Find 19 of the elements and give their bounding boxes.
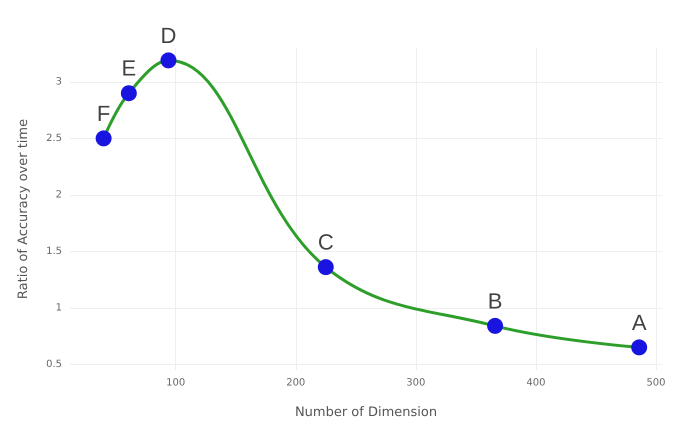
y-tick-label: 2	[56, 189, 62, 200]
y-tick-label: 3	[56, 76, 62, 88]
annotation: E	[121, 56, 136, 81]
annotation: A	[632, 310, 647, 335]
annotation: F	[96, 100, 110, 126]
annotation: C	[318, 230, 334, 255]
y-tick-label: 2.5	[46, 132, 62, 144]
x-axis-title: Number of Dimension	[294, 405, 438, 420]
y-tick-label: 1	[56, 302, 62, 314]
annotation: D	[160, 22, 176, 48]
x-tick-label: 100	[166, 378, 186, 388]
y-tick-label: 0.5	[46, 358, 62, 370]
x-tick-label: 200	[286, 378, 306, 388]
y-axis-title: Ratio of Accuracy over time	[16, 118, 31, 300]
y-tick-label: 1.5	[46, 246, 62, 257]
x-tick-label: 300	[406, 378, 426, 388]
x-tick-label: 500	[646, 378, 666, 388]
x-tick-label: 400	[526, 378, 546, 388]
annotation: B	[488, 288, 502, 314]
